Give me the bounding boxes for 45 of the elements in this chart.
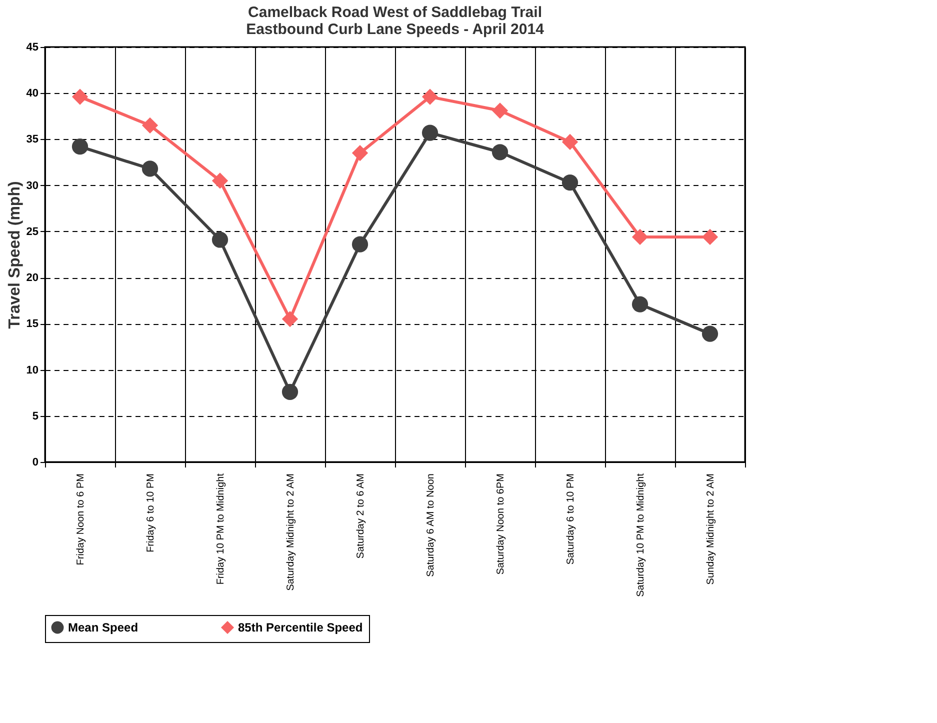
point bbox=[702, 228, 718, 246]
y-tick-label: 5 bbox=[32, 410, 38, 422]
point bbox=[212, 172, 228, 189]
x-tick-label: Saturday Midnight to 2 AM bbox=[286, 474, 296, 591]
legend-label: Mean Speed bbox=[68, 620, 138, 635]
point bbox=[142, 160, 158, 177]
y-tick-label: 45 bbox=[26, 42, 38, 54]
point bbox=[282, 310, 298, 328]
y-tick-label: 10 bbox=[26, 364, 38, 376]
point bbox=[72, 88, 88, 105]
y-tick-label: 40 bbox=[26, 88, 38, 100]
text: Eastbound Curb Lane Speeds - April 2014 bbox=[246, 21, 544, 38]
x-tick-label: Saturday 2 to 6 AM bbox=[356, 474, 366, 559]
point bbox=[142, 117, 158, 134]
x-tick-label: Saturday 10 PM to Midnight bbox=[636, 473, 646, 597]
x-tick-label: Saturday Noon to 6PM bbox=[496, 474, 506, 575]
x-tick-label: Saturday 6 AM to Noon bbox=[426, 474, 436, 577]
x-tick-label: Sunday Midnight to 2 AM bbox=[706, 474, 716, 585]
point bbox=[702, 326, 718, 342]
y-tick-label: 0 bbox=[32, 456, 38, 468]
y-axis-title: Travel Speed (mph) bbox=[6, 181, 24, 329]
y-tick-label: 20 bbox=[26, 272, 38, 284]
point bbox=[632, 228, 648, 246]
point bbox=[352, 144, 368, 162]
point bbox=[492, 102, 508, 119]
point bbox=[562, 174, 578, 191]
point bbox=[492, 144, 508, 160]
x-tick-label: Friday 6 to 10 PM bbox=[146, 474, 156, 552]
point bbox=[562, 134, 578, 150]
legend-label: 85th Percentile Speed bbox=[238, 620, 363, 635]
point bbox=[282, 384, 298, 400]
x-tick-label: Friday 10 PM to Midnight bbox=[216, 473, 226, 585]
point bbox=[212, 232, 228, 248]
point bbox=[422, 88, 438, 105]
x-tick-label: Friday Noon to 6 PM bbox=[76, 474, 86, 566]
text: Camelback Road West of Saddlebag Trail bbox=[248, 4, 542, 21]
y-tick-label: 15 bbox=[26, 318, 38, 330]
y-tick-label: 35 bbox=[26, 134, 38, 146]
point bbox=[352, 236, 368, 252]
y-tick-label: 25 bbox=[26, 226, 38, 238]
point bbox=[422, 124, 438, 141]
x-tick-label: Saturday 6 to 10 PM bbox=[566, 474, 576, 565]
point bbox=[72, 138, 88, 155]
y-tick-label: 30 bbox=[26, 180, 38, 192]
point bbox=[632, 296, 648, 312]
